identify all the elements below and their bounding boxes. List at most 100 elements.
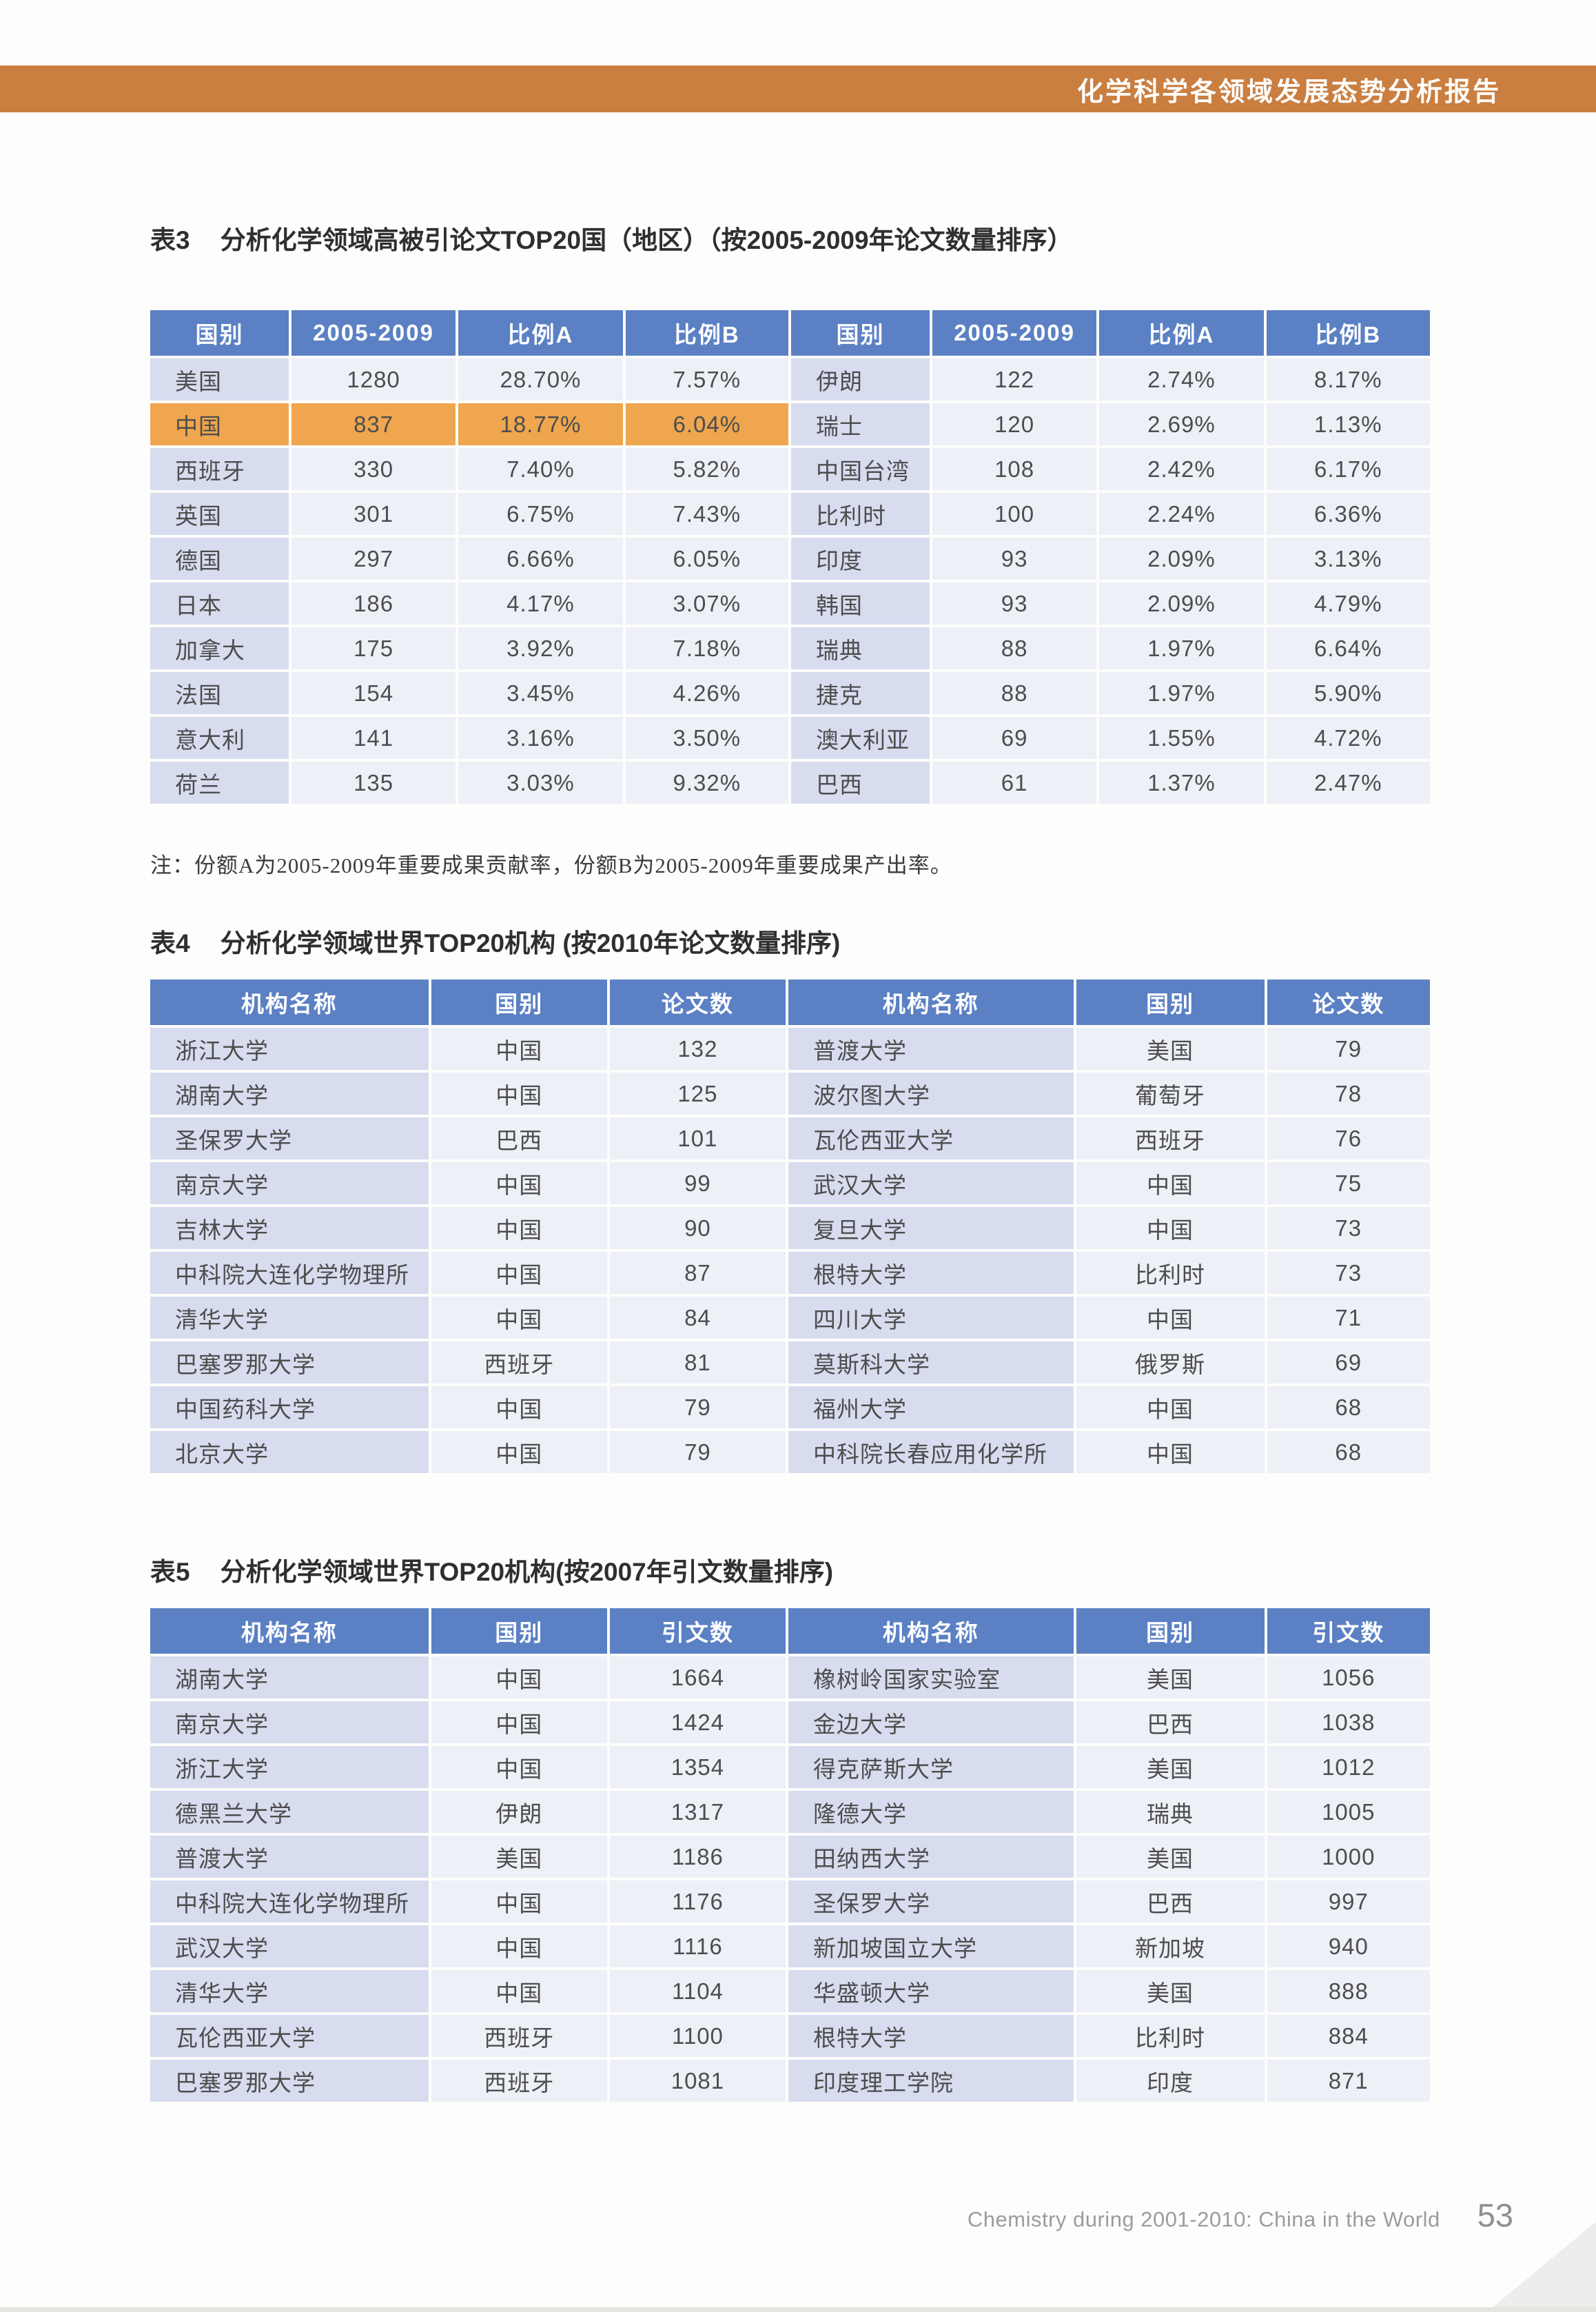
row-value-cell: 997 — [1267, 1880, 1430, 1923]
row-value-cell: 69 — [932, 717, 1097, 759]
row-value-cell: 3.92% — [458, 627, 623, 669]
row-name-cell: 武汉大学 — [150, 1925, 429, 1967]
row-value-cell: 73 — [1267, 1252, 1430, 1294]
row-value-cell: 1280 — [291, 358, 456, 400]
row-value-cell: 中国 — [1076, 1431, 1265, 1473]
page-header-banner: 化学科学各领域发展态势分析报告 — [0, 65, 1596, 112]
row-value-cell: 3.07% — [625, 582, 788, 625]
table5-title: 表5 分析化学领域世界TOP20机构(按2007年引文数量排序) — [150, 1558, 833, 1587]
row-name-cell: 德黑兰大学 — [150, 1791, 429, 1833]
column-header: 论文数 — [609, 980, 786, 1025]
row-name-cell: 南京大学 — [150, 1701, 429, 1743]
row-name-cell: 美国 — [150, 358, 289, 400]
row-value-cell: 美国 — [1076, 1028, 1265, 1070]
row-name-cell: 清华大学 — [150, 1970, 429, 2012]
row-name-cell: 瑞士 — [791, 403, 930, 445]
row-value-cell: 88 — [932, 627, 1097, 669]
row-value-cell: 297 — [291, 538, 456, 580]
row-value-cell: 比利时 — [1076, 1252, 1265, 1294]
row-value-cell: 93 — [932, 582, 1097, 625]
row-value-cell: 6.05% — [625, 538, 788, 580]
row-name-cell: 中科院大连化学物理所 — [150, 1880, 429, 1923]
row-value-cell: 79 — [609, 1386, 786, 1428]
table3-title: 表3 分析化学领域高被引论文TOP20国（地区）（按2005-2009年论文数量排… — [150, 226, 1073, 255]
row-name-cell: 金边大学 — [788, 1701, 1074, 1743]
row-value-cell: 1038 — [1267, 1701, 1430, 1743]
row-value-cell: 中国 — [431, 1162, 607, 1204]
row-value-cell: 837 — [291, 403, 456, 445]
row-name-cell: 浙江大学 — [150, 1746, 429, 1788]
row-name-cell: 福州大学 — [788, 1386, 1074, 1428]
row-value-cell: 美国 — [1076, 1656, 1265, 1698]
row-value-cell: 79 — [609, 1431, 786, 1473]
column-header: 2005-2009 — [932, 310, 1097, 356]
row-value-cell: 87 — [609, 1252, 786, 1294]
table3-label: 表3 — [150, 226, 190, 254]
row-name-cell: 华盛顿大学 — [788, 1970, 1074, 2012]
table4-title-text: 分析化学领域世界TOP20机构 (按2010年论文数量排序) — [220, 929, 841, 957]
row-value-cell: 75 — [1267, 1162, 1430, 1204]
row-value-cell: 6.64% — [1266, 627, 1430, 669]
column-header: 国别 — [431, 1608, 607, 1654]
row-value-cell: 888 — [1267, 1970, 1430, 2012]
row-value-cell: 18.77% — [458, 403, 623, 445]
row-value-cell: 1056 — [1267, 1656, 1430, 1698]
row-value-cell: 4.72% — [1266, 717, 1430, 759]
table3-highly-cited-countries: 国别 2005-2009 比例A 比例B 国别 2005-2009 比例A 比例B 美国 1280… — [150, 310, 1430, 804]
row-value-cell: 2.42% — [1099, 448, 1264, 490]
row-value-cell: 美国 — [1076, 1970, 1265, 2012]
row-name-cell: 南京大学 — [150, 1162, 429, 1204]
row-value-cell: 61 — [932, 762, 1097, 804]
row-value-cell: 7.43% — [625, 493, 788, 535]
row-value-cell: 6.66% — [458, 538, 623, 580]
row-name-cell: 韩国 — [791, 582, 930, 625]
column-header: 机构名称 — [788, 980, 1074, 1025]
row-value-cell: 871 — [1267, 2060, 1430, 2102]
row-value-cell: 2.09% — [1099, 538, 1264, 580]
row-value-cell: 2.69% — [1099, 403, 1264, 445]
row-value-cell: 120 — [932, 403, 1097, 445]
row-value-cell: 中国 — [431, 1297, 607, 1339]
row-value-cell: 中国 — [431, 1970, 607, 2012]
row-value-cell: 巴西 — [1076, 1701, 1265, 1743]
report-title: 化学科学各领域发展态势分析报告 — [1076, 77, 1501, 107]
row-value-cell: 1424 — [609, 1701, 786, 1743]
row-value-cell: 1100 — [609, 2015, 786, 2057]
row-name-cell: 隆德大学 — [788, 1791, 1074, 1833]
row-name-cell: 日本 — [150, 582, 289, 625]
table4-title: 表4 分析化学领域世界TOP20机构 (按2010年论文数量排序) — [150, 929, 840, 958]
row-value-cell: 巴西 — [431, 1117, 607, 1159]
row-value-cell: 108 — [932, 448, 1097, 490]
row-value-cell: 西班牙 — [1076, 1117, 1265, 1159]
row-name-cell: 莫斯科大学 — [788, 1341, 1074, 1383]
row-value-cell: 俄罗斯 — [1076, 1341, 1265, 1383]
row-name-cell: 中国台湾 — [791, 448, 930, 490]
row-value-cell: 73 — [1267, 1207, 1430, 1249]
row-value-cell: 186 — [291, 582, 456, 625]
table5-label: 表5 — [150, 1558, 190, 1586]
row-value-cell: 中国 — [431, 1386, 607, 1428]
row-name-cell: 法国 — [150, 672, 289, 714]
row-value-cell: 3.03% — [458, 762, 623, 804]
row-value-cell: 中国 — [1076, 1162, 1265, 1204]
table5-top20-institutions-citations: 机构名称 国别 引文数 机构名称 国别 引文数 湖南大学 中国 1664 橡树岭国家实验室 美国 10… — [150, 1608, 1430, 2102]
row-value-cell: 1.97% — [1099, 627, 1264, 669]
row-value-cell: 8.17% — [1266, 358, 1430, 400]
table4-top20-institutions-papers: 机构名称 国别 论文数 机构名称 国别 论文数 浙江大学 中国 132 普渡大学 美国 79 湖南大学中… — [150, 980, 1430, 1473]
row-value-cell: 1116 — [609, 1925, 786, 1967]
row-value-cell: 81 — [609, 1341, 786, 1383]
row-name-cell: 清华大学 — [150, 1297, 429, 1339]
row-name-cell: 印度 — [791, 538, 930, 580]
row-value-cell: 巴西 — [1076, 1880, 1265, 1923]
column-header: 国别 — [1076, 1608, 1265, 1654]
row-value-cell: 125 — [609, 1073, 786, 1115]
column-header: 比例B — [625, 310, 788, 356]
row-value-cell: 美国 — [431, 1836, 607, 1878]
row-value-cell: 3.50% — [625, 717, 788, 759]
row-name-cell: 英国 — [150, 493, 289, 535]
row-value-cell: 葡萄牙 — [1076, 1073, 1265, 1115]
row-value-cell: 中国 — [431, 1925, 607, 1967]
row-name-cell: 普渡大学 — [150, 1836, 429, 1878]
column-header: 国别 — [1076, 980, 1265, 1025]
